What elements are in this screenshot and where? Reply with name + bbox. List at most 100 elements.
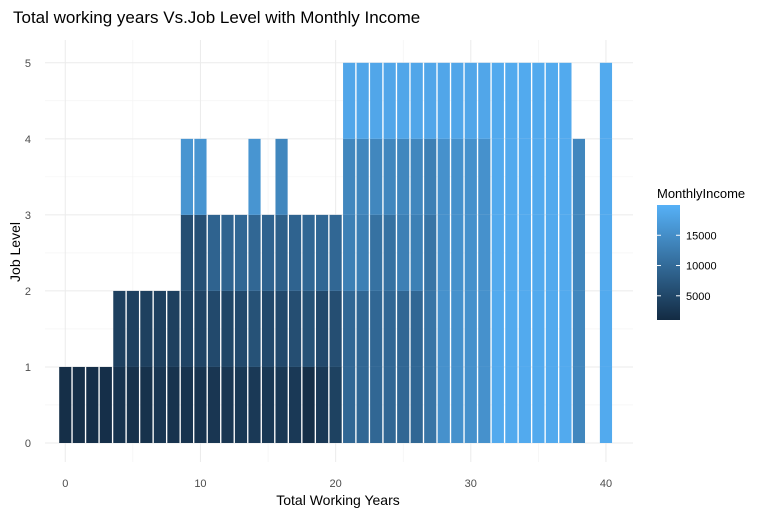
bar-segment: [356, 290, 369, 367]
bar-segment: [518, 138, 531, 215]
bar-segment: [599, 62, 613, 139]
bar-segment: [424, 366, 437, 443]
bar-segment: [275, 214, 288, 291]
bar-segment: [140, 290, 153, 367]
bar-segment: [113, 366, 126, 443]
bar-segment: [437, 366, 450, 443]
bar-segment: [343, 138, 356, 215]
bar-segment: [275, 290, 288, 367]
bar-segment: [437, 290, 450, 367]
bar-segment: [343, 62, 356, 139]
bar-segment: [491, 214, 504, 291]
bar-segment: [424, 138, 437, 215]
bar-segment: [370, 214, 383, 291]
y-tick-label: 3: [25, 210, 31, 222]
bar-segment: [383, 138, 396, 215]
bar-segment: [288, 290, 302, 367]
bar-segment: [316, 290, 329, 367]
bar-segment: [464, 62, 477, 139]
bar-segment: [410, 366, 423, 443]
bar-segment: [451, 366, 464, 443]
bar-segment: [437, 214, 450, 291]
bar-segment: [356, 214, 369, 291]
bar-segment: [424, 290, 437, 367]
bar-segment: [261, 366, 275, 443]
bar-segment: [302, 290, 315, 367]
bar-segment: [545, 138, 558, 215]
bar-segment: [505, 366, 518, 443]
bar-segment: [248, 138, 261, 215]
bar-segment: [572, 366, 586, 443]
bar-segment: [316, 366, 329, 443]
bar-segment: [545, 62, 558, 139]
bar-segment: [383, 290, 396, 367]
bar-segment: [343, 214, 356, 291]
y-tick-label: 4: [25, 134, 31, 146]
bar-segment: [437, 138, 450, 215]
bar-segment: [532, 366, 545, 443]
bar-segment: [126, 290, 139, 367]
bar-segment: [153, 366, 166, 443]
bar-segment: [478, 366, 491, 443]
bar-segment: [559, 62, 572, 139]
bar-segment: [410, 214, 423, 291]
bar-segment: [505, 138, 518, 215]
legend-tick-label: 15000: [686, 230, 717, 242]
bar-segment: [451, 138, 464, 215]
x-tick-label: 40: [600, 478, 612, 490]
bar-segment: [329, 290, 342, 367]
x-tick-label: 0: [62, 478, 68, 490]
bar-segment: [302, 366, 315, 443]
bar-segment: [167, 290, 180, 367]
bar-segment: [59, 366, 72, 443]
bar-segment: [86, 366, 99, 443]
y-tick-label: 2: [25, 286, 31, 298]
bar-segment: [599, 290, 613, 367]
bar-segment: [478, 138, 491, 215]
bar-segment: [491, 62, 504, 139]
bar-segment: [248, 290, 261, 367]
bar-segment: [518, 366, 531, 443]
bar-segment: [559, 138, 572, 215]
bar-segment: [180, 290, 194, 367]
bar-segment: [397, 214, 410, 291]
bar-segment: [397, 138, 410, 215]
bar-segment: [478, 290, 491, 367]
bar-segment: [451, 290, 464, 367]
bar-segment: [478, 62, 491, 139]
legend-tick-label: 10000: [686, 261, 717, 273]
legend-colorbar: [657, 205, 680, 320]
bar-segment: [221, 214, 234, 291]
bar-segment: [221, 366, 234, 443]
bar-segment: [153, 290, 166, 367]
bar-segment: [491, 290, 504, 367]
bar-segment: [532, 214, 545, 291]
bar-segment: [180, 366, 194, 443]
legend: MonthlyIncome 5000 10000 15000: [657, 186, 745, 320]
bar-segment: [464, 366, 477, 443]
bar-segment: [464, 138, 477, 215]
y-tick-label: 5: [25, 58, 31, 70]
bar-segment: [356, 138, 369, 215]
bar-segment: [329, 366, 342, 443]
bar-segment: [194, 138, 207, 215]
bar-segment: [397, 366, 410, 443]
bar-segment: [207, 366, 221, 443]
bar-segment: [505, 62, 518, 139]
bar-segment: [532, 290, 545, 367]
bar-segment: [532, 62, 545, 139]
bar-segment: [370, 366, 383, 443]
bar-segment: [343, 366, 356, 443]
bar-segment: [126, 366, 139, 443]
bar-segment: [559, 214, 572, 291]
bar-segment: [545, 214, 558, 291]
bar-segment: [370, 290, 383, 367]
bar-segment: [261, 214, 275, 291]
bar-segment: [451, 62, 464, 139]
bar-segment: [383, 62, 396, 139]
bar-segment: [113, 290, 126, 367]
bar-segment: [518, 290, 531, 367]
bar-segment: [194, 290, 207, 367]
bar-segment: [505, 214, 518, 291]
